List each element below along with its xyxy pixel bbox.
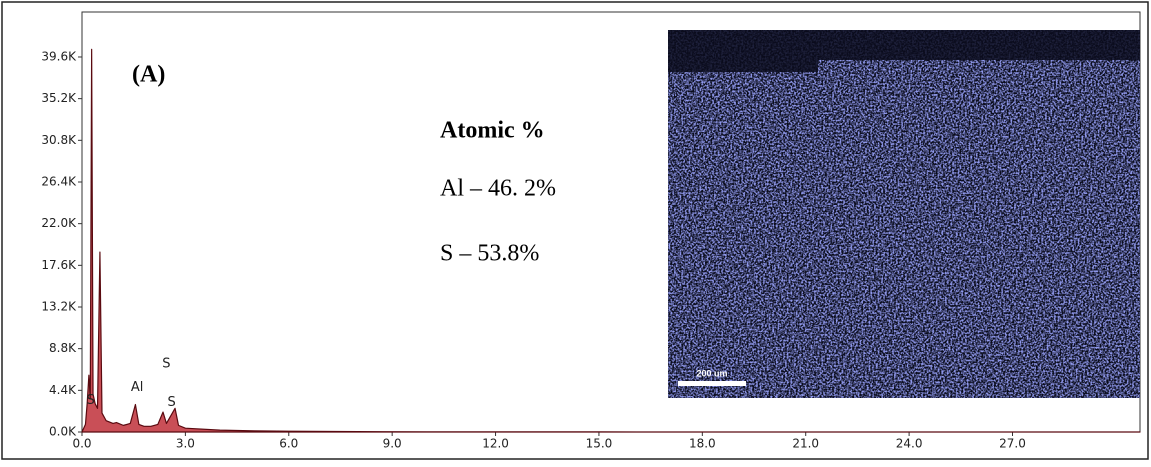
text-line: Al – 46. 2% (440, 176, 556, 202)
x-tick-label: 12.0 (482, 437, 509, 451)
y-tick-label: 17.6K (41, 258, 77, 272)
text-title: Atomic % (440, 118, 545, 144)
scale-bar-label: 200 um (696, 368, 727, 378)
x-tick-label: 18.0 (689, 437, 716, 451)
y-tick-label: 4.4K (49, 383, 77, 397)
inset-texture (668, 30, 1140, 398)
y-tick-label: 8.8K (49, 341, 77, 355)
y-tick-label: 35.2K (41, 91, 77, 105)
peak-label: S (162, 356, 170, 371)
x-tick-label: 27.0 (999, 437, 1026, 451)
text-line: S – 53.8% (440, 241, 539, 267)
chart: (A) Atomic % Al – 46. 2% S – 53.8% 200 u… (0, 0, 1151, 462)
x-tick-label: 9.0 (383, 437, 402, 451)
x-tick-label: 21.0 (792, 437, 819, 451)
x-tick-label: 24.0 (896, 437, 923, 451)
inset-dark-region (818, 30, 1140, 60)
inset-map: 200 um (668, 30, 1140, 398)
peak-label: S (86, 393, 94, 408)
y-tick-label: 26.4K (41, 174, 77, 188)
peak-label: S (167, 395, 175, 410)
y-tick-label: 22.0K (41, 216, 77, 230)
x-tick-label: 6.0 (279, 437, 298, 451)
peak-label: Al (131, 380, 144, 395)
panel-label: (A) (132, 62, 165, 88)
y-tick-label: 30.8K (41, 133, 77, 147)
scale-bar (678, 381, 746, 386)
inset-dark-region (668, 30, 818, 72)
x-tick-label: 15.0 (586, 437, 613, 451)
x-tick-label: 3.0 (176, 437, 195, 451)
y-tick-label: 13.2K (41, 299, 77, 313)
x-tick-label: 0.0 (72, 437, 91, 451)
y-tick-label: 39.6K (41, 49, 77, 63)
